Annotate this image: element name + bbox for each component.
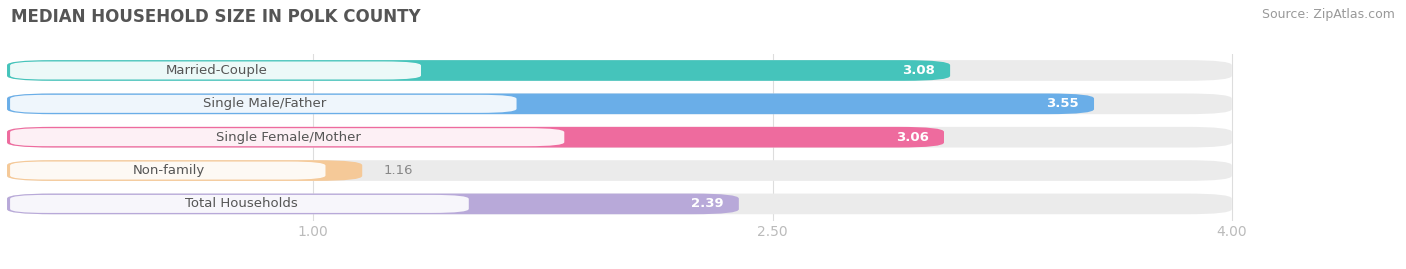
Text: 3.55: 3.55 [1046, 97, 1078, 110]
Text: Married-Couple: Married-Couple [166, 64, 269, 77]
Text: 1.16: 1.16 [384, 164, 413, 177]
FancyBboxPatch shape [10, 62, 420, 79]
FancyBboxPatch shape [7, 127, 943, 147]
Text: 3.06: 3.06 [896, 131, 929, 144]
Text: Single Male/Father: Single Male/Father [204, 97, 326, 110]
FancyBboxPatch shape [10, 128, 564, 146]
Text: 2.39: 2.39 [690, 197, 724, 210]
Text: MEDIAN HOUSEHOLD SIZE IN POLK COUNTY: MEDIAN HOUSEHOLD SIZE IN POLK COUNTY [11, 8, 420, 26]
FancyBboxPatch shape [7, 160, 1232, 181]
FancyBboxPatch shape [7, 194, 738, 214]
Text: 3.08: 3.08 [901, 64, 935, 77]
Text: Single Female/Mother: Single Female/Mother [217, 131, 361, 144]
Text: Source: ZipAtlas.com: Source: ZipAtlas.com [1261, 8, 1395, 21]
FancyBboxPatch shape [7, 60, 1232, 81]
FancyBboxPatch shape [10, 95, 516, 113]
Text: Non-family: Non-family [134, 164, 205, 177]
FancyBboxPatch shape [7, 127, 1232, 147]
FancyBboxPatch shape [7, 94, 1094, 114]
FancyBboxPatch shape [10, 195, 468, 213]
FancyBboxPatch shape [7, 60, 950, 81]
FancyBboxPatch shape [7, 194, 1232, 214]
Text: Total Households: Total Households [184, 197, 297, 210]
FancyBboxPatch shape [7, 94, 1232, 114]
FancyBboxPatch shape [10, 162, 325, 179]
FancyBboxPatch shape [7, 160, 363, 181]
